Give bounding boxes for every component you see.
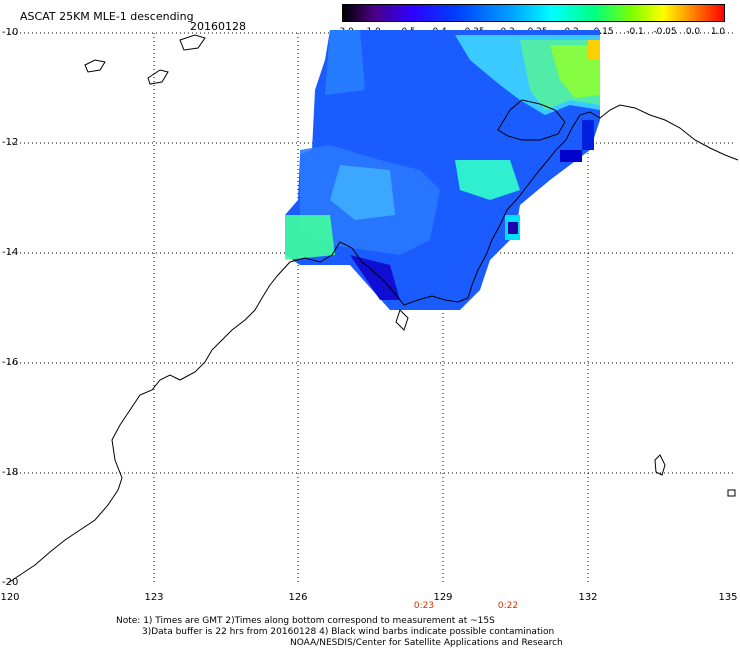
lat-tick-label: -18 (2, 467, 19, 478)
time-label: 0:23 (413, 601, 435, 611)
lat-tick-label: -14 (2, 247, 19, 258)
color-scale-label: -0.05 (653, 27, 677, 37)
note-line: NOAA/NESDIS/Center for Satellite Applica… (290, 638, 563, 648)
lat-tick-label: -16 (2, 357, 19, 368)
lon-tick-label: 132 (578, 592, 598, 603)
color-scale-label: 0.0 (685, 27, 701, 37)
lon-tick-label: 123 (144, 592, 164, 603)
lat-tick-label: -20 (2, 577, 19, 588)
color-scale-label: -0.15 (590, 27, 614, 37)
map-title: ASCAT 25KM MLE-1 descending (20, 10, 194, 23)
lon-tick-label: 120 (0, 592, 20, 603)
color-scale-bar (342, 4, 725, 22)
lon-tick-label: 135 (718, 592, 738, 603)
note-line: Note: 1) Times are GMT 2)Times along bot… (116, 616, 495, 626)
time-label: 0:22 (497, 601, 519, 611)
color-scale-label: -0.1 (626, 27, 644, 37)
note-line: 3)Data buffer is 22 hrs from 20160128 4)… (142, 627, 555, 637)
lat-tick-label: -10 (2, 27, 19, 38)
lat-tick-label: -12 (2, 137, 19, 148)
coastline (7, 34, 739, 584)
color-scale-label: 1.0 (710, 27, 726, 37)
map-date: 20160128 (190, 20, 246, 33)
wind-swath (285, 30, 600, 310)
lon-tick-label: 126 (288, 592, 308, 603)
lon-tick-label: 129 (433, 592, 453, 603)
